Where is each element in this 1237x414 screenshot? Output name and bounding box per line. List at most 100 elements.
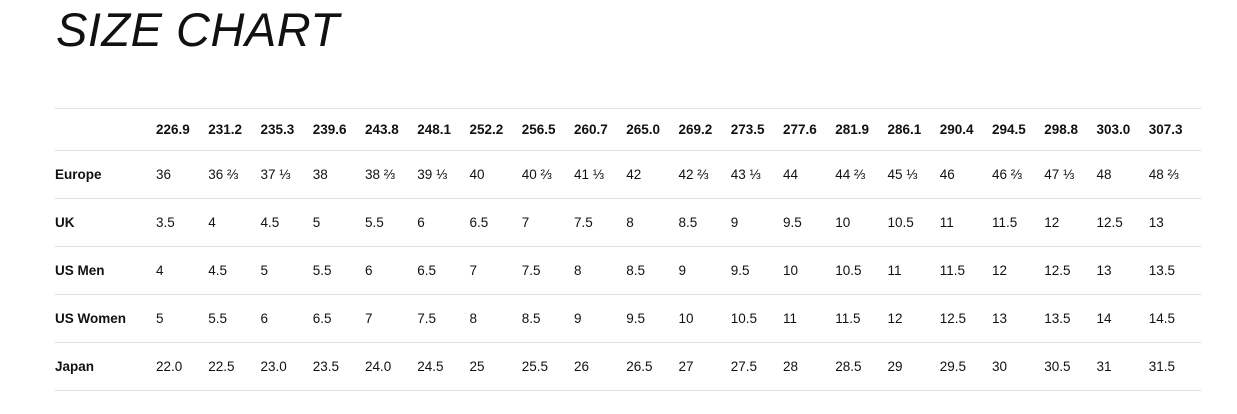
column-header: 235.3 (260, 122, 295, 137)
row-label: US Women (55, 311, 127, 326)
size-cell: 14 (1096, 311, 1112, 326)
size-cell: 5 (312, 215, 321, 230)
column-header: 269.2 (678, 122, 713, 137)
size-cell: 27.5 (730, 359, 758, 374)
size-cell: 11.5 (835, 311, 861, 326)
size-cell: 45 ⅓ (887, 167, 918, 182)
column-header: 252.2 (469, 122, 504, 137)
table-header-row: 226.9 231.2 235.3 239.6 243.8 248.1 252.2 256.5… (55, 108, 1201, 151)
size-cell: 30 (992, 359, 1008, 374)
table-row: US Women 5 5.5 6 6.5 7 7.5 8 8.5 9 9.5 10 10.5 11 11.5… (55, 294, 1201, 343)
size-cell: 10 (783, 263, 799, 278)
size-cell: 13 (1148, 215, 1164, 230)
size-cell: 22.0 (156, 359, 183, 374)
size-cell: 8.5 (626, 263, 646, 278)
size-cell: 24.5 (417, 359, 444, 374)
size-cell: 6 (417, 215, 425, 230)
size-cell: 10.5 (730, 311, 758, 326)
size-cell: 7 (365, 311, 373, 326)
size-cell: 6 (365, 263, 373, 278)
size-cell: 10.5 (835, 263, 862, 278)
size-cell: 28.5 (835, 359, 862, 374)
size-cell: 11 (783, 311, 798, 326)
size-cell: 5 (260, 263, 269, 278)
column-header: 265.0 (626, 122, 661, 137)
size-cell: 12.5 (1096, 215, 1123, 230)
size-cell: 13.5 (1148, 263, 1176, 278)
size-cell: 23.5 (312, 359, 340, 374)
size-cell: 42 (626, 167, 642, 182)
size-cell: 4 (156, 263, 164, 278)
column-header: 260.7 (574, 122, 608, 137)
size-cell: 10 (678, 311, 694, 326)
size-cell: 27 (678, 359, 694, 374)
column-header: 294.5 (992, 122, 1026, 137)
size-cell: 38 ⅔ (365, 167, 396, 182)
size-cell: 4 (208, 215, 216, 230)
column-header: 277.6 (783, 122, 817, 137)
size-cell: 5.5 (365, 215, 384, 230)
table-head: 226.9 231.2 235.3 239.6 243.8 248.1 252.2 256.5… (55, 108, 1201, 151)
size-cell: 31.5 (1148, 359, 1176, 374)
column-header: 256.5 (521, 122, 556, 137)
size-cell: 12 (1044, 215, 1060, 230)
size-cell: 13 (1096, 263, 1112, 278)
size-cell: 38 (312, 167, 328, 182)
size-cell: 28 (783, 359, 799, 374)
size-cell: 47 ⅓ (1044, 167, 1075, 182)
column-header: 226.9 (156, 122, 190, 137)
row-label: Japan (55, 359, 95, 374)
column-header: 239.6 (312, 122, 347, 137)
size-cell: 12 (992, 263, 1008, 278)
size-cell: 40 ⅔ (521, 167, 552, 182)
size-cell: 23.0 (260, 359, 287, 374)
size-cell: 8 (574, 263, 582, 278)
column-header: 273.5 (730, 122, 765, 137)
size-cell: 4.5 (260, 215, 280, 230)
size-cell: 31 (1096, 359, 1112, 374)
size-cell: 11 (887, 263, 902, 278)
size-cell: 9.5 (730, 263, 750, 278)
size-cell: 7.5 (417, 311, 437, 326)
size-cell: 7 (469, 263, 478, 278)
size-cell: 48 ⅔ (1148, 167, 1179, 182)
size-cell: 8.5 (678, 215, 698, 230)
column-header: 286.1 (887, 122, 922, 137)
row-label: US Men (55, 263, 105, 278)
size-cell: 7.5 (521, 263, 541, 278)
size-cell: 41 ⅓ (574, 167, 605, 182)
size-cell: 37 ⅓ (260, 167, 291, 182)
size-cell: 5 (156, 311, 164, 326)
table-row: Japan 22.0 22.5 23.0 23.5 24.0 24.5 25 25.5 26 26.… (55, 342, 1201, 391)
size-cell: 42 ⅔ (678, 167, 709, 182)
size-cell: 9.5 (783, 215, 802, 230)
size-cell: 14.5 (1148, 311, 1176, 326)
size-chart-table: 226.9 231.2 235.3 239.6 243.8 248.1 252.2 256.5… (55, 108, 1201, 391)
size-cell: 6.5 (312, 311, 332, 326)
column-header: 281.9 (835, 122, 870, 137)
table-corner-cell (55, 109, 156, 151)
size-cell: 29.5 (939, 359, 967, 374)
size-cell: 44 (783, 167, 799, 182)
size-cell: 11 (939, 215, 954, 230)
size-cell: 40 (469, 167, 485, 182)
size-cell: 3.5 (156, 215, 175, 230)
size-cell: 13 (992, 311, 1008, 326)
size-cell: 9 (574, 311, 582, 326)
column-header: 231.2 (208, 122, 243, 137)
size-cell: 39 ⅓ (417, 167, 448, 182)
size-cell: 13.5 (1044, 311, 1071, 326)
size-cell: 24.0 (365, 359, 392, 374)
size-cell: 7 (521, 215, 530, 230)
size-cell: 9 (730, 215, 739, 230)
size-cell: 26.5 (626, 359, 653, 374)
column-header: 307.3 (1148, 122, 1183, 137)
table-row: UK 3.5 4 4.5 5 5.5 6 6.5 7 7.5 8 8.5 9 9.5 10 10.5 11 11.… (55, 198, 1201, 247)
table-body: Europe 36 36 ⅔ 37 ⅓ 38 38 ⅔ 39 ⅓ 40 40 ⅔ 41 ⅓ 42 42… (55, 150, 1201, 391)
page-title: SIZE CHART (56, 3, 340, 56)
size-cell: 36 (156, 167, 172, 182)
size-cell: 6.5 (417, 263, 437, 278)
column-header: 298.8 (1044, 122, 1079, 137)
size-cell: 36 ⅔ (208, 167, 239, 182)
